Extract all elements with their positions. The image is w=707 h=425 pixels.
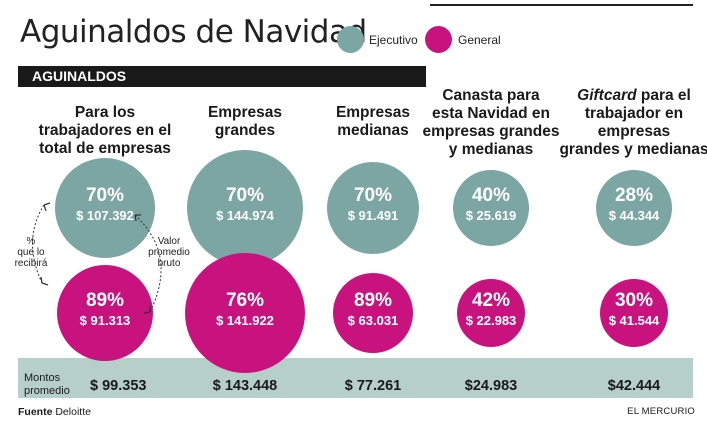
bubble-ejecutivo-amount-1: $ 107.392 (76, 207, 134, 223)
value-annotation-line-1: Valor (157, 236, 181, 247)
column-header-1: Para los trabajadores en el total de empre… (25, 104, 185, 158)
pct-annotation-line-1: % (26, 236, 36, 247)
source-name: Deloitte (55, 406, 91, 418)
column-header-3-line-1: Empresas (335, 104, 411, 121)
bubble-ejecutivo-amount-3: $ 91.491 (347, 207, 399, 223)
bubble-ejecutivo-2: 70% $ 144.974 (187, 150, 303, 266)
bubble-general-pct-1: 89% (85, 289, 124, 311)
column-header-5-line-2: trabajador en (584, 105, 684, 122)
value-annotation: Valor promedio bruto (140, 236, 198, 269)
column-header-1-line-2: trabajadores en el (38, 122, 172, 139)
bubble-general-amount-3: $ 63.031 (347, 312, 399, 328)
averages-label-line2: promedio (24, 385, 70, 397)
averages-band (18, 358, 693, 398)
bubble-general-5: 30% $ 41.544 (600, 279, 668, 347)
bubble-general-pct-3: 89% (353, 289, 392, 311)
pct-annotation-line-2: que lo (17, 247, 45, 258)
bubble-general-amount-4: $ 22.983 (465, 313, 517, 328)
average-value-1: $ 99.353 (90, 378, 147, 394)
bubble-ejecutivo-pct-5: 28% (614, 185, 654, 206)
pct-arrowhead-bottom (40, 276, 49, 286)
bubble-ejecutivo-amount-4: $ 25.619 (465, 208, 517, 223)
bubble-general-1: 89% $ 91.313 (56, 264, 154, 362)
column-header-4-line-2: esta Navidad en (431, 105, 551, 122)
bubble-ejecutivo-pct-2: 70% (225, 185, 265, 206)
column-header-2-line-1: Empresas (207, 104, 283, 121)
column-header-3-line-2: medianas (337, 122, 409, 139)
bubble-general-pct-4: 42% (471, 290, 511, 311)
pct-annotation: % que lo recibirá (6, 236, 56, 269)
column-header-4-line-1: Canasta para (442, 87, 540, 104)
legend-label-general: General (458, 33, 501, 47)
bubble-ejecutivo-4: 40% $ 25.619 (453, 170, 529, 246)
top-rule (430, 4, 693, 6)
bubble-ejecutivo-5: 28% $ 44.344 (596, 170, 672, 246)
bubble-ejecutivo-pct-3: 70% (353, 184, 392, 206)
bubble-general-amount-5: $ 41.544 (608, 313, 660, 328)
bubble-general-pct-2: 76% (225, 290, 265, 311)
credit: EL MERCURIO (627, 406, 695, 417)
average-value-4: $24.983 (464, 378, 518, 394)
value-annotation-line-2: promedio (148, 247, 190, 258)
legend-dot-general (425, 26, 452, 53)
pct-arrowhead-top (43, 202, 51, 212)
value-annotation-line-3: bruto (157, 258, 181, 269)
column-header-4-line-3: empresas grandes (422, 123, 560, 140)
page-title: Aguinaldos de Navidad (20, 14, 367, 50)
value-arrowhead-bottom (143, 306, 151, 314)
bubble-general-2: 76% $ 141.922 (185, 253, 305, 373)
bubble-ejecutivo-amount-5: $ 44.344 (608, 208, 660, 223)
legend-dot-ejecutivo (337, 26, 364, 53)
pct-annotation-line-3: recibirá (14, 258, 48, 269)
column-header-2-line-2: grandes (214, 122, 276, 139)
italic-word: Giftcard (577, 87, 637, 104)
bubble-ejecutivo-3: 70% $ 91.491 (326, 161, 420, 255)
value-arrowhead-top (134, 214, 141, 222)
average-value-5: $42.444 (607, 378, 661, 394)
bubble-ejecutivo-amount-2: $ 144.974 (216, 208, 274, 223)
bubble-general-pct-5: 30% (614, 290, 654, 311)
averages-label-line1: Montos (24, 372, 61, 384)
column-header-5-line-1: Giftcard para el (577, 87, 691, 104)
bubble-ejecutivo-1: 70% $ 107.392 (55, 158, 155, 258)
average-value-3: $ 77.261 (344, 378, 402, 394)
column-header-5-line-4: grandes y medianas (559, 141, 707, 158)
source-line: Fuente Deloitte (18, 406, 91, 418)
column-header-1-line-1: Para los (74, 104, 136, 121)
bubble-ejecutivo-pct-1: 70% (85, 184, 124, 206)
column-header-2: Empresas grandes (165, 104, 325, 140)
column-header-4: Canasta para esta Navidad en empresas gran… (411, 87, 571, 159)
column-header-3: Empresas medianas (293, 104, 453, 140)
column-header-5-line-3: empresas (597, 123, 671, 140)
bubble-ejecutivo-pct-4: 40% (471, 185, 511, 206)
column-header-4-line-4: y medianas (448, 141, 534, 158)
bubble-general-4: 42% $ 22.983 (457, 279, 525, 347)
pct-arrow-line (32, 204, 45, 284)
section-bar (18, 66, 426, 87)
averages-label: Montos promedio (24, 372, 70, 398)
legend-label-ejecutivo: Ejecutivo (369, 33, 418, 47)
bubble-general-amount-1: $ 91.313 (79, 312, 131, 328)
column-header-5: Giftcard para el trabajador en empresas gra… (554, 87, 707, 159)
source-label: Fuente (18, 406, 53, 418)
bubble-general-amount-2: $ 141.922 (216, 313, 274, 328)
average-value-2: $ 143.448 (212, 378, 278, 394)
value-arrow-line (134, 214, 162, 313)
column-header-1-line-3: total de empresas (39, 140, 171, 157)
bubble-general-3: 89% $ 63.031 (333, 273, 413, 353)
section-label: AGUINALDOS (32, 68, 127, 84)
